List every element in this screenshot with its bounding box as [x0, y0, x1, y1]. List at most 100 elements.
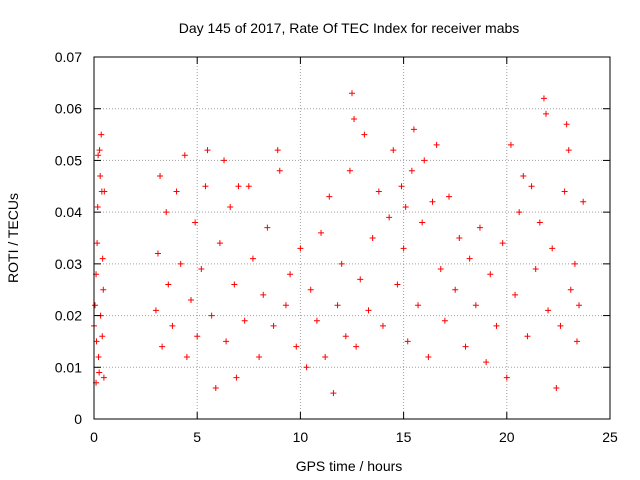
- data-point: [307, 286, 314, 293]
- data-point: [198, 266, 205, 273]
- data-point: [194, 333, 201, 340]
- data-point: [94, 203, 101, 210]
- data-point: [346, 167, 353, 174]
- data-point: [545, 307, 552, 314]
- data-point: [95, 152, 102, 159]
- data-point: [100, 374, 107, 381]
- data-point: [487, 271, 494, 278]
- data-point: [99, 333, 106, 340]
- data-point: [173, 188, 180, 195]
- data-point: [249, 255, 256, 262]
- data-point: [235, 183, 242, 190]
- data-point: [303, 364, 310, 371]
- data-point: [353, 343, 360, 350]
- data-point: [446, 193, 453, 200]
- data-point: [282, 302, 289, 309]
- data-point: [516, 209, 523, 216]
- data-point: [543, 110, 550, 117]
- data-point: [181, 152, 188, 159]
- data-point: [437, 266, 444, 273]
- data-point: [528, 183, 535, 190]
- data-point: [163, 209, 170, 216]
- data-point: [429, 198, 436, 205]
- data-point: [493, 322, 500, 329]
- y-tick-label: 0.06: [55, 101, 82, 117]
- data-point: [276, 167, 283, 174]
- data-point: [410, 126, 417, 133]
- y-tick-label: 0.05: [55, 152, 82, 168]
- data-point: [379, 322, 386, 329]
- data-point: [97, 172, 104, 179]
- data-point: [563, 121, 570, 128]
- data-point: [208, 312, 215, 319]
- data-point: [287, 271, 294, 278]
- x-axis-label: GPS time / hours: [296, 458, 403, 474]
- data-points: [91, 90, 587, 397]
- x-tick-label: 25: [602, 429, 618, 445]
- data-point: [334, 302, 341, 309]
- chart-title: Day 145 of 2017, Rate Of TEC Index for r…: [179, 20, 520, 36]
- data-point: [326, 193, 333, 200]
- data-point: [408, 167, 415, 174]
- data-point: [576, 302, 583, 309]
- data-point: [349, 90, 355, 97]
- data-point: [524, 333, 531, 340]
- data-point: [540, 95, 547, 102]
- data-point: [466, 255, 473, 262]
- x-tick-label: 15: [396, 429, 412, 445]
- data-point: [99, 255, 106, 262]
- data-point: [297, 245, 304, 252]
- data-point: [404, 338, 411, 345]
- data-point: [441, 317, 448, 324]
- data-point: [313, 317, 320, 324]
- data-point: [375, 188, 382, 195]
- data-point: [561, 188, 568, 195]
- data-point: [421, 157, 428, 164]
- data-point: [386, 214, 393, 221]
- data-point: [152, 307, 159, 314]
- data-point: [402, 203, 409, 210]
- data-point: [98, 131, 105, 138]
- x-tick-label: 0: [90, 429, 98, 445]
- data-point: [351, 116, 358, 123]
- data-point: [536, 219, 543, 226]
- data-point: [549, 245, 556, 252]
- data-point: [507, 141, 514, 148]
- y-tick-label: 0.04: [55, 204, 82, 220]
- data-point: [159, 343, 166, 350]
- data-point: [357, 276, 364, 283]
- data-point: [365, 307, 372, 314]
- data-point: [419, 219, 426, 226]
- y-tick-label: 0.01: [55, 359, 82, 375]
- data-point: [580, 198, 587, 205]
- data-point: [216, 240, 223, 247]
- data-point: [202, 183, 209, 190]
- data-point: [472, 302, 479, 309]
- data-point: [400, 245, 407, 252]
- data-point: [264, 224, 271, 231]
- data-point: [425, 353, 432, 360]
- axis-ticks: 0 5 10 15 20 25 0 0.01 0.02 0.03 0.04 0.05 0.06 0.07: [55, 49, 618, 445]
- x-tick-label: 5: [193, 429, 201, 445]
- data-point: [204, 147, 211, 154]
- data-point: [452, 286, 459, 293]
- data-point: [92, 302, 99, 309]
- y-tick-label: 0.02: [55, 308, 82, 324]
- data-point: [101, 188, 108, 195]
- x-tick-label: 20: [499, 429, 515, 445]
- data-point: [567, 286, 574, 293]
- data-point: [476, 224, 483, 231]
- data-point: [394, 281, 401, 288]
- y-tick-label: 0: [74, 411, 82, 427]
- data-point: [456, 235, 463, 241]
- data-point: [318, 229, 325, 236]
- data-point: [223, 338, 230, 345]
- data-point: [95, 353, 102, 360]
- data-point: [520, 172, 527, 179]
- data-point: [361, 131, 368, 138]
- data-point: [398, 183, 405, 190]
- data-point: [390, 147, 397, 154]
- data-point: [231, 281, 238, 288]
- data-point: [573, 338, 580, 345]
